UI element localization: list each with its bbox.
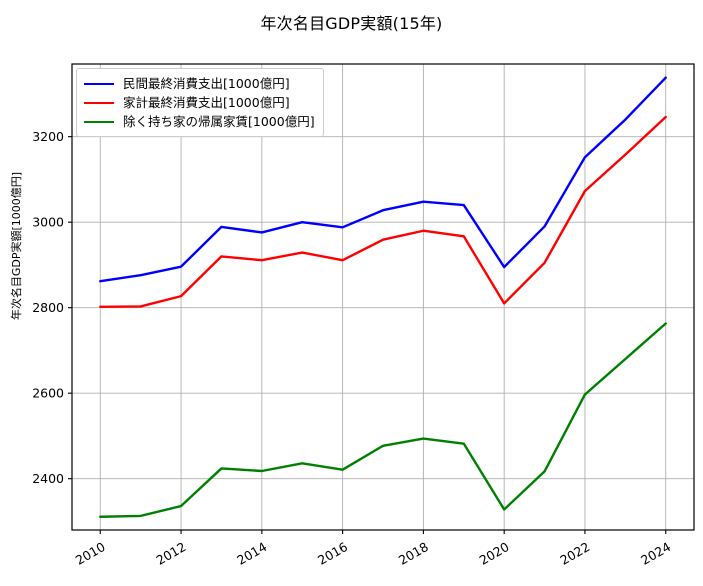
series-line-0 (99, 76, 667, 283)
x-tick-label: 2016 (315, 539, 350, 568)
series-line-2 (99, 322, 667, 518)
series-lines (99, 76, 667, 518)
legend-item-1[interactable]: 家計最終消費支出[1000億円] (84, 93, 315, 112)
x-tick-label: 2022 (557, 539, 592, 568)
x-tick-label: 2010 (73, 539, 108, 568)
page-title: 年次名目GDP実額(15年) (260, 14, 443, 33)
legend-label-2: 除く持ち家の帰属家賃[1000億円] (123, 114, 315, 129)
legend-label-0: 民間最終消費支出[1000億円] (123, 76, 290, 91)
y-tick-labels: 2400 2600 2800 3000 3200 (32, 129, 64, 486)
legend-item-2[interactable]: 除く持ち家の帰属家賃[1000億円] (84, 112, 315, 131)
axis-ticks (68, 136, 667, 534)
series-line-1 (99, 115, 667, 309)
legend-swatch-line-icon-1 (84, 101, 114, 104)
y-tick-label: 2800 (32, 300, 64, 315)
x-tick-label: 2018 (396, 539, 431, 568)
x-tick-label: 2014 (234, 539, 269, 568)
x-tick-label: 2012 (154, 539, 189, 568)
legend-item-0[interactable]: 民間最終消費支出[1000億円] (84, 74, 315, 93)
legend-label-1: 家計最終消費支出[1000億円] (123, 95, 290, 110)
y-tick-label: 3200 (32, 129, 64, 144)
legend-swatch-line-icon-2 (84, 120, 114, 123)
legend-swatch-line-icon-0 (84, 82, 114, 85)
legend: 民間最終消費支出[1000億円] 家計最終消費支出[1000億円] 除く持ち家の… (76, 68, 324, 137)
x-tick-label: 2020 (477, 539, 512, 568)
axis-frame (71, 63, 695, 531)
gridlines (72, 64, 694, 530)
y-tick-label: 2600 (32, 386, 64, 401)
y-tick-label: 2400 (32, 471, 64, 486)
x-tick-labels: 2010 2012 2014 2016 2018 2020 2022 2024 (73, 539, 674, 568)
y-tick-label: 3000 (32, 215, 64, 230)
x-tick-label: 2024 (638, 539, 673, 568)
